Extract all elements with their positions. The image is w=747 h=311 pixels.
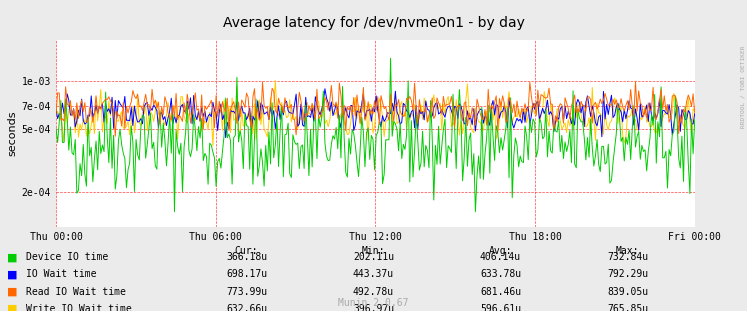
Text: 366.18u: 366.18u [226, 252, 267, 262]
Text: 443.37u: 443.37u [353, 269, 394, 280]
Text: Average latency for /dev/nvme0n1 - by day: Average latency for /dev/nvme0n1 - by da… [223, 16, 524, 30]
Text: 732.84u: 732.84u [607, 252, 648, 262]
Text: 202.11u: 202.11u [353, 252, 394, 262]
Text: Avg:: Avg: [489, 246, 512, 256]
Text: 773.99u: 773.99u [226, 286, 267, 297]
Text: 698.17u: 698.17u [226, 269, 267, 280]
Text: ■: ■ [7, 304, 18, 311]
Text: 492.78u: 492.78u [353, 286, 394, 297]
Text: Write IO Wait time: Write IO Wait time [26, 304, 132, 311]
Text: ■: ■ [7, 269, 18, 280]
Text: Cur:: Cur: [235, 246, 258, 256]
Y-axis label: seconds: seconds [7, 111, 18, 156]
Text: Device IO time: Device IO time [26, 252, 108, 262]
Text: 596.61u: 596.61u [480, 304, 521, 311]
Text: 792.29u: 792.29u [607, 269, 648, 280]
Text: ■: ■ [7, 286, 18, 297]
Text: RRDTOOL / TOBI OETIKER: RRDTOOL / TOBI OETIKER [740, 46, 746, 128]
Text: Munin 2.0.67: Munin 2.0.67 [338, 298, 409, 308]
Text: Read IO Wait time: Read IO Wait time [26, 286, 126, 297]
Text: 396.97u: 396.97u [353, 304, 394, 311]
Text: 632.66u: 632.66u [226, 304, 267, 311]
Text: IO Wait time: IO Wait time [26, 269, 96, 280]
Text: 765.85u: 765.85u [607, 304, 648, 311]
Text: Min:: Min: [362, 246, 385, 256]
Text: 633.78u: 633.78u [480, 269, 521, 280]
Text: 406.14u: 406.14u [480, 252, 521, 262]
Text: Max:: Max: [616, 246, 639, 256]
Text: 681.46u: 681.46u [480, 286, 521, 297]
Text: ■: ■ [7, 252, 18, 262]
Text: 839.05u: 839.05u [607, 286, 648, 297]
